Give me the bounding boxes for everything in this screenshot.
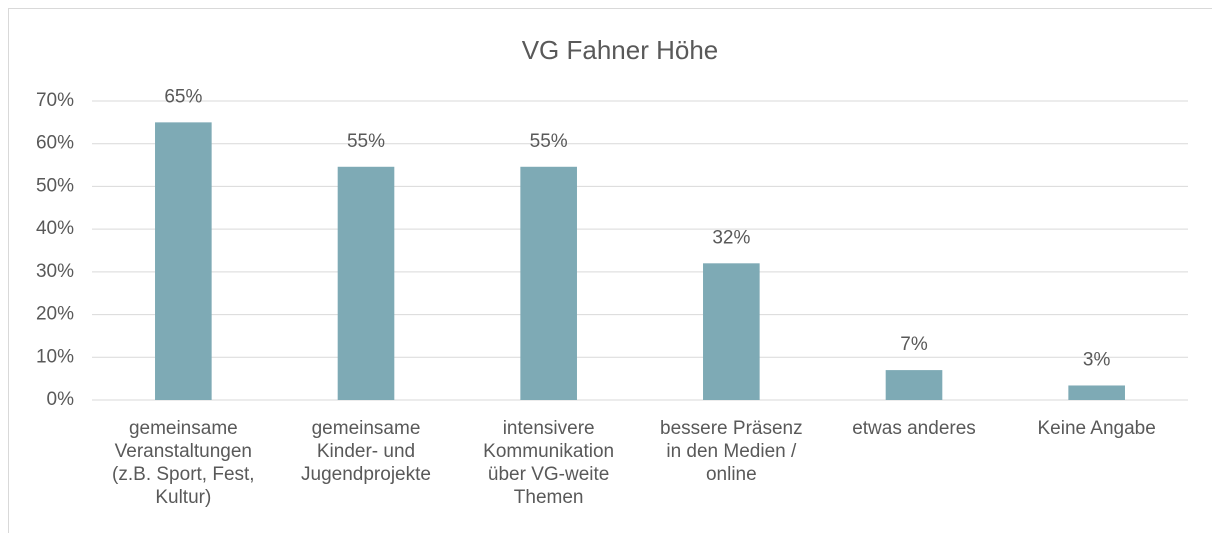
- data-label: 3%: [1083, 349, 1111, 370]
- y-tick-label: 30%: [36, 261, 74, 282]
- x-tick-label: intensivere Kommunikation über VG-weite …: [483, 418, 615, 508]
- bar: [1068, 385, 1125, 400]
- x-tick-label: Keine Angabe: [1037, 418, 1156, 439]
- data-label: 55%: [347, 131, 385, 152]
- x-tick-label: bessere Präsenz in den Medien / online: [660, 418, 803, 485]
- y-tick-label: 60%: [36, 133, 74, 154]
- y-tick-label: 50%: [36, 175, 74, 196]
- y-tick-label: 70%: [36, 90, 74, 111]
- x-tick-label: gemeinsame Kinder- und Jugendprojekte: [301, 418, 431, 485]
- bar: [885, 370, 943, 400]
- bar: [337, 166, 395, 400]
- bar: [520, 166, 577, 400]
- x-tick-label: etwas anderes: [852, 418, 976, 439]
- bar: [703, 263, 760, 400]
- x-tick-label: gemeinsame Veranstaltungen (z.B. Sport, …: [112, 418, 255, 508]
- y-tick-label: 10%: [36, 346, 74, 367]
- bar: [155, 122, 212, 400]
- y-tick-label: 40%: [36, 218, 74, 239]
- chart-border: [8, 8, 1212, 533]
- y-tick-label: 0%: [47, 389, 75, 410]
- data-label: 7%: [900, 334, 928, 355]
- y-tick-label: 20%: [36, 304, 74, 325]
- data-label: 65%: [164, 86, 202, 107]
- data-label: 32%: [712, 227, 750, 248]
- data-label: 55%: [530, 131, 568, 152]
- chart-title: VG Fahner Höhe: [522, 35, 719, 65]
